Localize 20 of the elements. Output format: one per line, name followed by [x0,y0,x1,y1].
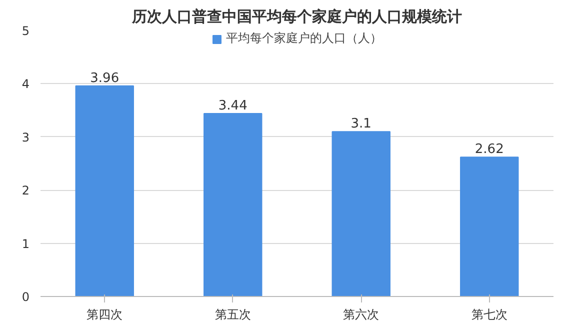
y-tick-label: 2 [22,184,30,198]
data-label: 2.62 [474,142,504,158]
data-label: 3.1 [350,116,372,132]
y-tick-label: 5 [22,24,30,38]
chart-title: 历次人口普查中国平均每个家庭户的人口规模统计 [131,8,462,26]
y-tick-label: 3 [22,130,30,144]
data-label: 3.96 [90,70,120,86]
y-tick-label: 0 [22,290,30,304]
data-label: 3.44 [218,98,248,114]
bar [460,156,519,296]
legend-label: 平均每个家庭户的人口（人） [226,30,382,47]
bar [75,85,134,296]
y-tick-label: 1 [22,236,30,251]
bar [204,112,262,296]
x-tick-label: 第七次 [471,308,508,322]
y-tick-label: 4 [22,77,30,92]
x-tick-label: 第四次 [86,308,123,322]
x-tick-label: 第六次 [343,308,380,322]
bar [332,131,390,296]
x-tick-label: 第五次 [214,308,251,322]
